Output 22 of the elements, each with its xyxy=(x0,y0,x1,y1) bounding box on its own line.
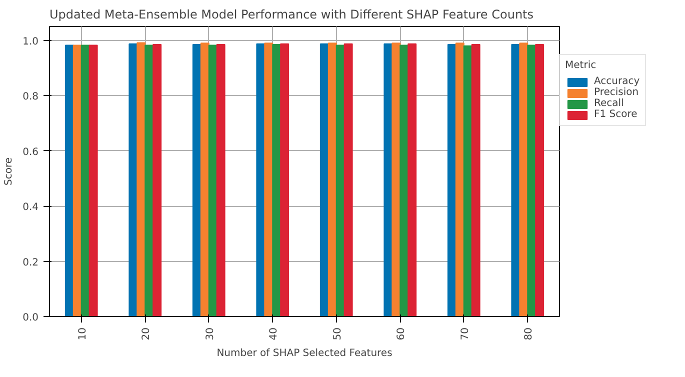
y-axis-title: Score xyxy=(4,157,15,186)
x-tick-label: 10 xyxy=(77,327,88,340)
y-tick-label: 0.6 xyxy=(22,146,39,158)
y-tick-label: 0.2 xyxy=(22,257,39,268)
y-tick-label: 0.0 xyxy=(22,312,39,324)
x-tick-label: 50 xyxy=(332,327,344,340)
legend-label: Accuracy xyxy=(594,76,640,87)
legend-label: Precision xyxy=(594,87,639,98)
x-tick-label: 80 xyxy=(524,327,535,340)
y-tick-label: 0.8 xyxy=(22,92,39,103)
legend-label: F1 Score xyxy=(594,109,638,120)
x-tick-label: 70 xyxy=(460,327,471,340)
x-tick-label: 30 xyxy=(204,327,216,340)
x-tick-label: 40 xyxy=(268,327,280,340)
y-tick-label: 0.4 xyxy=(22,202,39,214)
x-tick-label: 20 xyxy=(141,327,152,340)
x-tick-label: 60 xyxy=(396,327,408,340)
x-axis-title: Number of SHAP Selected Features xyxy=(216,348,392,360)
chart-title: Updated Meta-Ensemble Model Performance with Different SHAP Feature Counts xyxy=(50,8,534,22)
legend-title: Metric xyxy=(565,60,598,71)
legend-label: Recall xyxy=(594,98,624,109)
y-tick-label: 1.0 xyxy=(22,36,39,48)
